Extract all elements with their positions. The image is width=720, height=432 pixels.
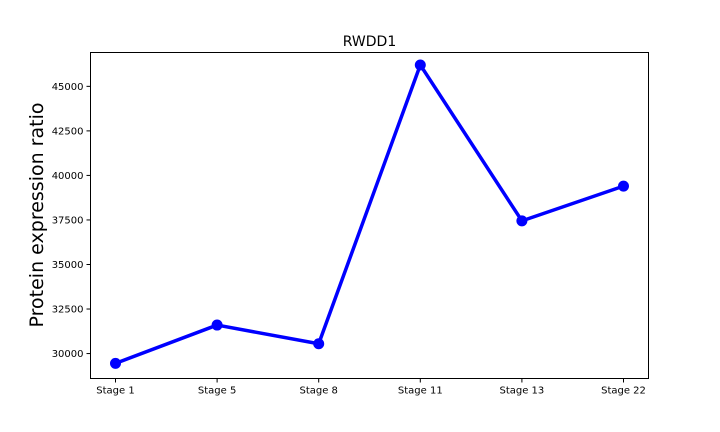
x-tick-label: Stage 5 <box>198 386 236 397</box>
x-tick-label: Stage 1 <box>96 386 134 397</box>
y-axis-label: Protein expression ratio <box>26 103 48 328</box>
y-tick-label: 37500 <box>52 215 84 226</box>
x-tick-label: Stage 11 <box>398 386 443 397</box>
chart-title: RWDD1 <box>343 34 396 50</box>
data-point <box>313 338 325 350</box>
x-tick-label: Stage 22 <box>601 386 646 397</box>
y-tick-label: 40000 <box>52 171 84 182</box>
data-point <box>414 59 426 71</box>
y-tick-label: 30000 <box>52 349 84 360</box>
y-axis-ticks: 30000 32500 35000 37500 40000 42500 45000 <box>52 82 91 360</box>
data-series <box>110 59 629 369</box>
data-point <box>516 215 528 227</box>
data-point <box>211 319 223 331</box>
y-tick-label: 45000 <box>52 82 84 93</box>
plot-frame <box>90 52 649 379</box>
x-axis-ticks: Stage 1 Stage 5 Stage 8 Stage 11 Stage 13 Sta… <box>96 378 646 397</box>
y-tick-label: 32500 <box>52 305 84 316</box>
x-tick-label: Stage 8 <box>299 386 337 397</box>
x-tick-label: Stage 13 <box>499 386 544 397</box>
y-tick-label: 35000 <box>52 260 84 271</box>
data-point <box>618 180 629 192</box>
data-point <box>110 357 121 369</box>
series-line <box>113 63 626 366</box>
y-tick-label: 42500 <box>52 126 84 137</box>
